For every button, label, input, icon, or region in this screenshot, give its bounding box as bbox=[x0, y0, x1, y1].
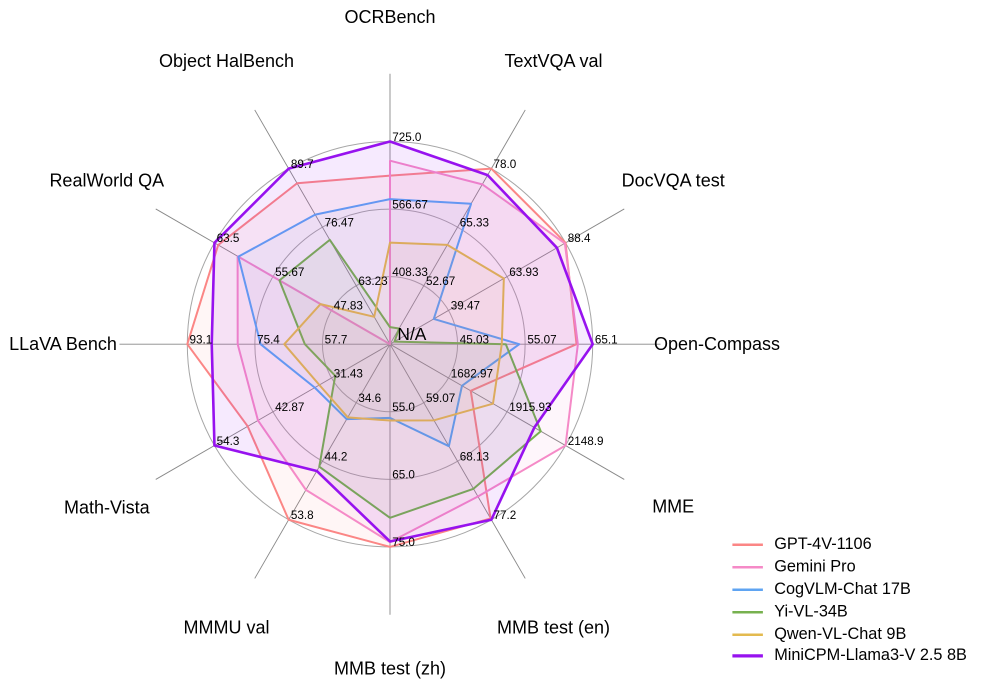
svg-text:MMMU val: MMMU val bbox=[184, 617, 270, 637]
svg-text:47.83: 47.83 bbox=[334, 300, 363, 313]
svg-text:39.47: 39.47 bbox=[451, 300, 480, 313]
svg-text:63.93: 63.93 bbox=[509, 266, 538, 279]
svg-text:MMB test (zh): MMB test (zh) bbox=[334, 659, 446, 679]
svg-text:63.23: 63.23 bbox=[358, 275, 387, 288]
svg-text:93.1: 93.1 bbox=[190, 334, 213, 347]
svg-text:TextVQA val: TextVQA val bbox=[504, 51, 602, 71]
svg-text:68.13: 68.13 bbox=[460, 451, 489, 464]
svg-text:77.2: 77.2 bbox=[494, 509, 517, 522]
svg-text:Qwen-VL-Chat 9B: Qwen-VL-Chat 9B bbox=[774, 625, 906, 643]
svg-text:65.33: 65.33 bbox=[460, 216, 489, 229]
svg-text:MME: MME bbox=[652, 497, 694, 517]
svg-text:78.0: 78.0 bbox=[494, 158, 517, 171]
svg-text:408.33: 408.33 bbox=[392, 266, 428, 279]
svg-text:75.4: 75.4 bbox=[257, 334, 280, 347]
svg-text:53.8: 53.8 bbox=[291, 509, 314, 522]
svg-text:RealWorld QA: RealWorld QA bbox=[49, 171, 164, 191]
svg-text:OCRBench: OCRBench bbox=[344, 7, 435, 27]
svg-text:34.6: 34.6 bbox=[358, 392, 381, 405]
svg-text:Open-Compass: Open-Compass bbox=[654, 334, 780, 354]
svg-text:1915.93: 1915.93 bbox=[509, 401, 551, 414]
svg-text:DocVQA test: DocVQA test bbox=[622, 171, 725, 191]
svg-text:MMB test (en): MMB test (en) bbox=[497, 617, 610, 637]
svg-text:31.43: 31.43 bbox=[334, 367, 363, 380]
svg-text:1682.97: 1682.97 bbox=[451, 367, 493, 380]
svg-text:42.87: 42.87 bbox=[275, 401, 304, 414]
svg-text:44.2: 44.2 bbox=[325, 451, 348, 464]
svg-text:59.07: 59.07 bbox=[426, 392, 455, 405]
svg-text:55.07: 55.07 bbox=[527, 334, 556, 347]
svg-text:65.1: 65.1 bbox=[595, 334, 618, 347]
svg-text:GPT-4V-1106: GPT-4V-1106 bbox=[774, 535, 871, 553]
svg-text:2148.9: 2148.9 bbox=[568, 435, 604, 448]
svg-text:54.3: 54.3 bbox=[217, 435, 240, 448]
svg-text:Gemini Pro: Gemini Pro bbox=[774, 557, 855, 575]
svg-text:N/A: N/A bbox=[397, 324, 426, 344]
svg-text:725.0: 725.0 bbox=[392, 131, 422, 144]
svg-text:89.7: 89.7 bbox=[291, 158, 314, 171]
svg-text:65.0: 65.0 bbox=[392, 469, 415, 482]
svg-text:45.03: 45.03 bbox=[460, 334, 489, 347]
svg-text:57.7: 57.7 bbox=[325, 334, 348, 347]
svg-text:52.67: 52.67 bbox=[426, 275, 455, 288]
svg-text:CogVLM-Chat 17B: CogVLM-Chat 17B bbox=[774, 580, 911, 598]
svg-text:Object HalBench: Object HalBench bbox=[159, 51, 294, 71]
svg-text:Yi-VL-34B: Yi-VL-34B bbox=[774, 602, 848, 620]
svg-text:63.5: 63.5 bbox=[217, 232, 240, 245]
svg-text:Math-Vista: Math-Vista bbox=[64, 498, 151, 518]
svg-text:55.67: 55.67 bbox=[275, 266, 304, 279]
svg-text:55.0: 55.0 bbox=[392, 401, 415, 414]
svg-text:566.67: 566.67 bbox=[392, 198, 428, 211]
svg-text:MiniCPM-Llama3-V 2.5 8B: MiniCPM-Llama3-V 2.5 8B bbox=[774, 646, 967, 664]
svg-text:76.47: 76.47 bbox=[325, 216, 354, 229]
svg-text:75.0: 75.0 bbox=[392, 536, 415, 549]
svg-text:88.4: 88.4 bbox=[568, 232, 591, 245]
svg-text:LLaVA Bench: LLaVA Bench bbox=[9, 334, 117, 354]
